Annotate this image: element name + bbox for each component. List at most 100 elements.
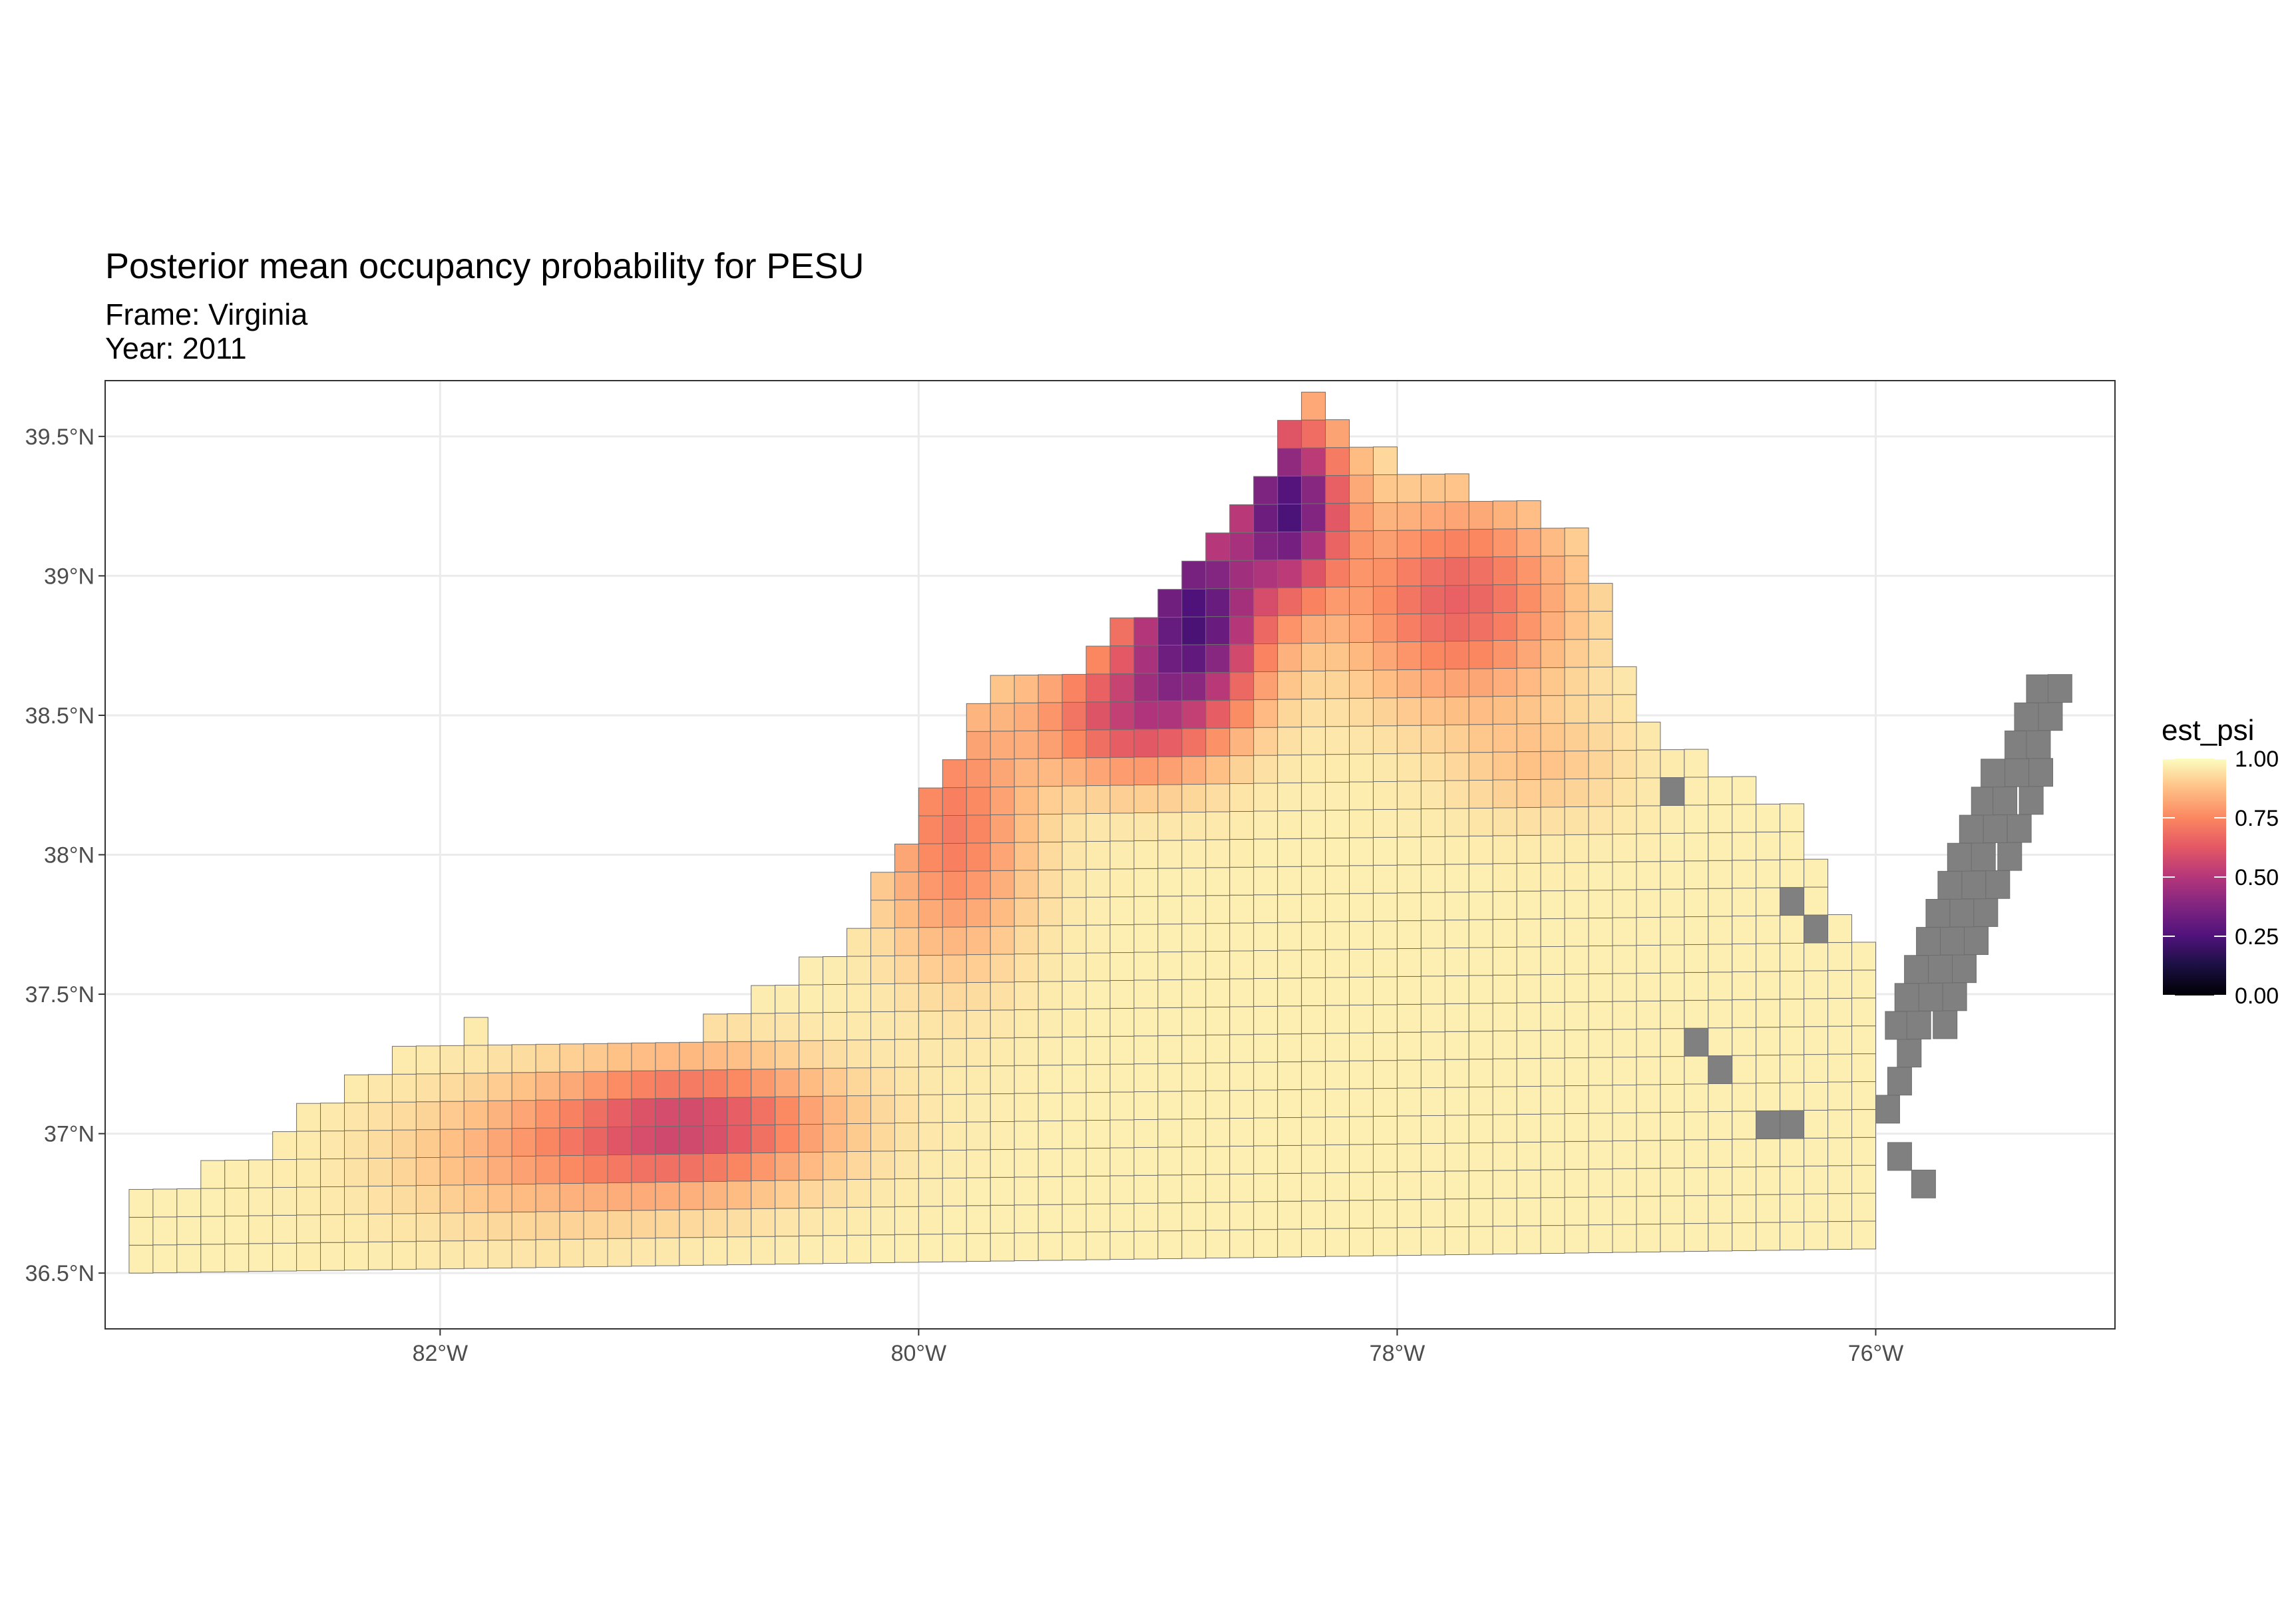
- grid-cell: [1349, 641, 1374, 671]
- grid-cell: [391, 1045, 417, 1075]
- grid-cell: [1588, 694, 1613, 723]
- grid-cell: [1277, 1172, 1302, 1202]
- grid-cell: [1253, 978, 1278, 1007]
- grid-cell: [1229, 783, 1254, 812]
- grid-cell: [727, 1013, 752, 1042]
- grid-cell: [1756, 1194, 1781, 1223]
- grid-cell: [1420, 808, 1445, 837]
- grid-cell: [1804, 858, 1829, 888]
- grid-cell: [1684, 1027, 1709, 1057]
- grid-cell: [1516, 556, 1541, 585]
- grid-cell: [1157, 924, 1183, 953]
- grid-cell: [1468, 556, 1493, 586]
- grid-cell: [1277, 615, 1302, 644]
- grid-cell: [1325, 726, 1350, 755]
- grid-cell: [1732, 1111, 1757, 1140]
- grid-cell: [1564, 890, 1589, 919]
- grid-cell: [1540, 807, 1565, 836]
- grid-cell: [296, 1131, 321, 1160]
- grid-cell: [1468, 835, 1493, 864]
- grid-cell: [1516, 612, 1541, 641]
- grid-cell: [1492, 807, 1517, 836]
- grid-cell: [1205, 643, 1231, 673]
- grid-cell: [1684, 860, 1709, 890]
- grid-cell: [1827, 1109, 1853, 1139]
- grid-cell: [1851, 1165, 1876, 1194]
- grid-cell: [1516, 1113, 1541, 1143]
- grid-cell: [607, 1182, 632, 1211]
- grid-cell: [487, 1072, 512, 1101]
- grid-cell: [1157, 952, 1183, 980]
- grid-cell: [918, 1150, 943, 1179]
- grid-cell: [990, 814, 1015, 843]
- grid-cell: [1804, 1082, 1829, 1111]
- grid-cell: [775, 1152, 800, 1181]
- grid-cell: [1636, 1196, 1661, 1225]
- legend-label: 0.50: [2235, 865, 2279, 890]
- grid-cell: [1660, 1139, 1685, 1168]
- grid-cell: [751, 1069, 776, 1098]
- grid-cell: [1420, 697, 1445, 726]
- grid-cell: [1636, 1168, 1661, 1197]
- grid-cell: [1827, 1137, 1853, 1166]
- grid-cell: [1588, 778, 1613, 807]
- map-subtitle-frame: Frame: Virginia: [105, 297, 308, 331]
- grid-cell: [1468, 752, 1493, 781]
- grid-cell: [1444, 947, 1469, 976]
- grid-cell: [1157, 1174, 1183, 1204]
- grid-cell: [1349, 530, 1374, 560]
- grid-cell: [1540, 1057, 1565, 1087]
- grid-cell: [1516, 1141, 1541, 1170]
- grid-cell: [1444, 1059, 1469, 1088]
- grid-cell: [1372, 1088, 1398, 1117]
- grid-cell: [1732, 804, 1757, 833]
- grid-cell: [320, 1159, 345, 1187]
- grid-cell: [1468, 1003, 1493, 1032]
- x-axis: 82°W 80°W 78°W 76°W: [413, 1329, 1903, 1366]
- grid-cell: [966, 1093, 991, 1123]
- grid-cell: [1851, 1220, 1876, 1250]
- grid-cell: [1516, 918, 1541, 948]
- grid-cell: [415, 1101, 441, 1131]
- grid-cell: [1732, 943, 1757, 972]
- grid-cell: [990, 1232, 1015, 1262]
- grid-cell: [248, 1243, 274, 1272]
- grid-cell: [535, 1099, 560, 1129]
- grid-cell: [1420, 892, 1445, 921]
- grid-cell: [1420, 501, 1445, 530]
- grid-cell: [439, 1240, 465, 1270]
- grid-cell: [1540, 946, 1565, 975]
- grid-cell: [1325, 1144, 1350, 1173]
- grid-cell: [1420, 836, 1445, 865]
- grid-cell: [1061, 953, 1087, 982]
- grid-cell: [751, 1180, 776, 1209]
- grid-cell: [1660, 1028, 1685, 1057]
- grid-cell: [1229, 1145, 1254, 1174]
- grid-cell: [1468, 891, 1493, 920]
- grid-cell: [775, 1040, 800, 1069]
- legend-label: 0.00: [2235, 984, 2279, 1009]
- grid-cell: [847, 1178, 871, 1208]
- grid-cell: [1420, 976, 1445, 1005]
- grid-cell: [1636, 861, 1661, 890]
- grid-cell: [847, 1123, 871, 1152]
- grid-cell: [1492, 1170, 1517, 1199]
- grid-cell: [1420, 557, 1445, 586]
- grid-cell: [607, 1099, 632, 1128]
- grid-cell: [1636, 1000, 1661, 1029]
- grid-cell: [847, 928, 871, 957]
- grid-cell: [1756, 1166, 1781, 1195]
- grid-cell: [1516, 667, 1541, 697]
- grid-cell: [942, 1177, 967, 1206]
- grid-cell: [487, 1212, 512, 1241]
- grid-cell: [823, 984, 848, 1013]
- grid-cell: [1109, 757, 1135, 786]
- grid-cell: [1947, 842, 1972, 872]
- grid-cell: [439, 1073, 465, 1102]
- grid-cell: [1229, 504, 1254, 533]
- grid-cell: [1981, 759, 2006, 788]
- grid-cell: [320, 1131, 345, 1160]
- grid-cell: [1253, 1173, 1278, 1202]
- grid-cell: [1205, 588, 1231, 618]
- grid-cell: [1468, 807, 1493, 836]
